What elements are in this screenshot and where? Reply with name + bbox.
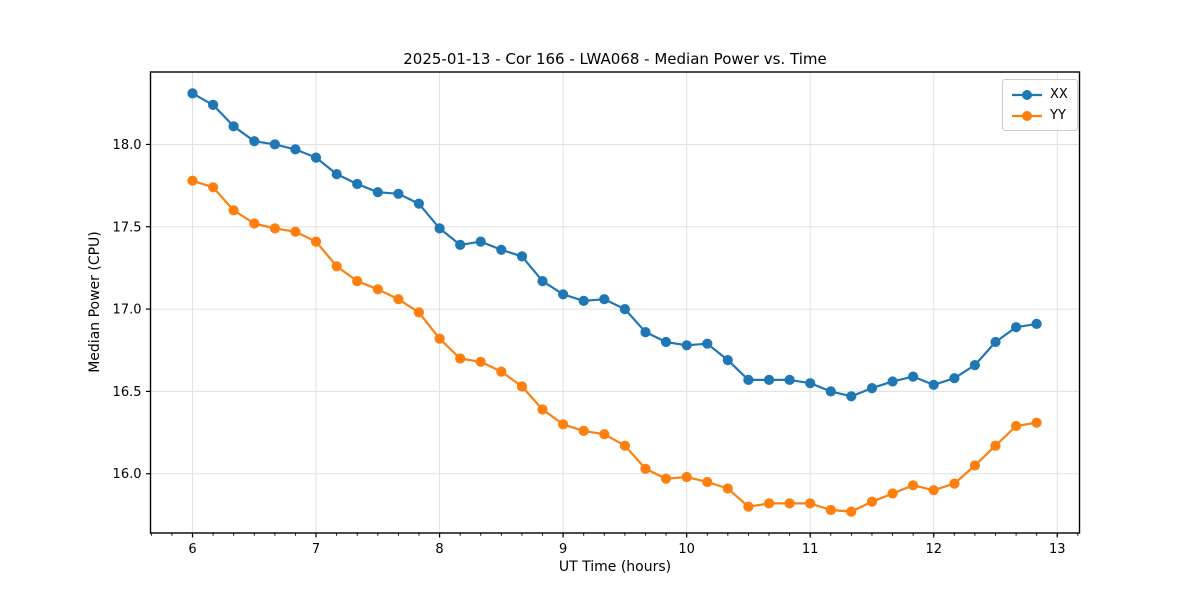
svg-text:17.5: 17.5: [113, 220, 142, 235]
svg-text:11: 11: [802, 542, 819, 557]
svg-text:6: 6: [188, 542, 196, 557]
legend-line-marker-icon: [1012, 110, 1042, 121]
series-XX: [187, 88, 1042, 402]
svg-text:8: 8: [435, 542, 443, 557]
legend: XX YY: [1002, 79, 1078, 131]
series-YY: [187, 175, 1042, 517]
svg-text:16.5: 16.5: [113, 385, 142, 400]
plot-border: [149, 71, 1081, 534]
svg-text:12: 12: [925, 542, 942, 557]
legend-label: YY: [1050, 108, 1066, 123]
legend-item-xx: XX: [1011, 84, 1068, 105]
legend-line-marker-icon: [1012, 89, 1042, 100]
axis-ticks: [146, 143, 1079, 538]
svg-text:17.0: 17.0: [113, 303, 142, 318]
y-axis-label: Median Power (CPU): [87, 231, 103, 373]
svg-text:13: 13: [1049, 542, 1066, 557]
x-axis-label: UT Time (hours): [558, 559, 672, 575]
x-tick-labels: 6 7 8 9 10 11 12 13: [188, 542, 1065, 557]
svg-text:7: 7: [312, 542, 320, 557]
y-tick-labels: 16.0 16.5 17.0 17.5 18.0: [113, 138, 142, 482]
svg-text:18.0: 18.0: [113, 138, 142, 153]
svg-text:16.0: 16.0: [113, 467, 142, 482]
legend-item-yy: YY: [1011, 105, 1068, 126]
grid-lines: [150, 72, 1080, 533]
chart-title: 2025-01-13 - Cor 166 - LWA068 - Median P…: [403, 50, 827, 68]
svg-text:9: 9: [559, 542, 567, 557]
svg-text:10: 10: [678, 542, 695, 557]
legend-label: XX: [1050, 87, 1068, 102]
